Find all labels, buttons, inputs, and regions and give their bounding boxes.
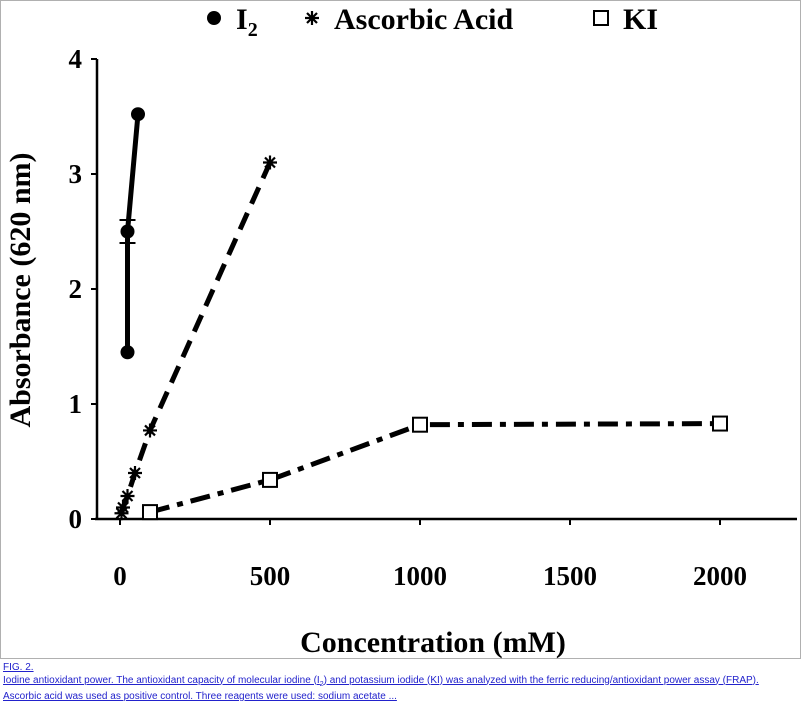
series-line-ascorbic-acid (119, 161, 273, 514)
caption-line-2[interactable]: Ascorbic acid was used as positive contr… (3, 691, 397, 702)
series-ascorbic-acid (114, 155, 277, 521)
data-point (116, 500, 130, 515)
data-point (263, 155, 277, 170)
data-point (262, 471, 278, 488)
x-tick-label: 2000 (693, 561, 747, 591)
axes: 0 1 2 3 4 0 500 1000 1500 2000 (69, 44, 797, 591)
series-i2 (119, 107, 145, 360)
y-tick-label: 0 (69, 504, 83, 534)
x-tick-label: 500 (250, 561, 291, 591)
x-tick-label: 0 (113, 561, 127, 591)
data-point (142, 504, 158, 521)
caption-line-1-pre: Iodine antioxidant power. The antioxidan… (3, 674, 320, 686)
y-tick-label: 4 (69, 44, 83, 74)
data-point (120, 224, 135, 239)
x-tick-label: 1500 (543, 561, 597, 591)
legend-marker (305, 11, 319, 25)
data-point (128, 466, 142, 480)
y-axis-title: Absorbance (620 nm) (4, 153, 37, 428)
legend-label: I2 (236, 3, 258, 41)
legend-label: Ascorbic Acid (334, 3, 513, 36)
legend: I2 Ascorbic Acid KI (207, 3, 658, 41)
series-layer (114, 107, 728, 521)
legend-item-ascorbic-acid: Ascorbic Acid (305, 3, 513, 36)
caption-line-1[interactable]: Iodine antioxidant power. The antioxidan… (3, 674, 759, 688)
data-point (120, 345, 135, 360)
caption-line-1-post: ) and potassium iodide (KI) was analyzed… (323, 674, 759, 686)
figure-label-link[interactable]: FIG. 2. (3, 662, 34, 673)
legend-marker (207, 11, 221, 25)
data-point (114, 506, 129, 521)
data-point (120, 489, 135, 503)
y-tick-label: 3 (69, 159, 83, 189)
x-tick-label: 1000 (393, 561, 447, 591)
data-point (412, 416, 428, 433)
figure-caption: FIG. 2. Iodine antioxidant power. The an… (3, 662, 801, 704)
series-line-ki (149, 421, 721, 515)
legend-marker (593, 10, 609, 26)
data-point (712, 415, 728, 432)
legend-label: KI (623, 3, 658, 36)
data-point (131, 107, 145, 122)
caption-line-1-sub: 2 (319, 680, 324, 688)
data-point (143, 423, 157, 438)
y-tick-label: 1 (69, 389, 83, 419)
series-ki (142, 415, 728, 521)
legend-item-ki: KI (593, 3, 658, 36)
legend-item-i2: I2 (207, 3, 258, 41)
x-axis-title: Concentration (mM) (300, 626, 566, 659)
y-tick-label: 2 (69, 274, 83, 304)
